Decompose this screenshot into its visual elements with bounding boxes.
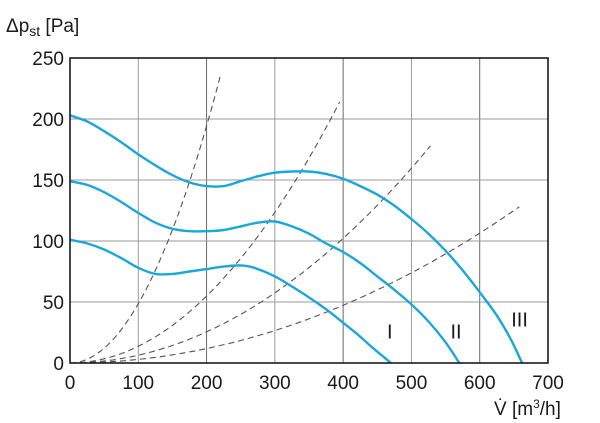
system-curve bbox=[69, 206, 520, 364]
x-axis-label: V̇ [m3/h] bbox=[494, 397, 561, 420]
y-tick-label: 250 bbox=[32, 49, 64, 70]
y-tick-label: 200 bbox=[32, 110, 64, 131]
y-axis-label: Δpst [Pa] bbox=[6, 16, 79, 39]
y-tick-label: 0 bbox=[53, 354, 64, 375]
system-curve bbox=[69, 145, 431, 364]
y-axis-label-main: Δp bbox=[6, 16, 29, 37]
x-tick-labels: 0 100 200 300 400 500 600 700 bbox=[65, 373, 564, 394]
plot-frame bbox=[69, 57, 549, 364]
y-tick-label: 100 bbox=[32, 232, 64, 253]
system-curve bbox=[69, 101, 341, 364]
y-axis-label-sub: st bbox=[29, 23, 40, 39]
x-tick-label: 400 bbox=[327, 373, 359, 394]
curve-label-III: III bbox=[511, 309, 528, 331]
fan-curve-I bbox=[69, 238, 392, 364]
x-axis-label-symbol: V̇ bbox=[494, 399, 507, 420]
x-tick-label: 200 bbox=[191, 373, 223, 394]
x-tick-label: 700 bbox=[532, 373, 564, 394]
system-curve bbox=[69, 76, 221, 364]
x-tick-label: 0 bbox=[65, 373, 76, 394]
y-tick-labels: 0 50 100 150 200 250 bbox=[32, 49, 64, 375]
fan-curve-II bbox=[69, 180, 461, 364]
fan-curve-III bbox=[69, 114, 524, 364]
x-tick-label: 500 bbox=[396, 373, 428, 394]
y-axis-label-unit: [Pa] bbox=[40, 16, 79, 37]
x-tick-label: 600 bbox=[464, 373, 496, 394]
curve-label-I: I bbox=[387, 322, 393, 344]
grid-lines bbox=[69, 57, 549, 364]
x-axis-label-tail: /h] bbox=[540, 399, 561, 420]
x-tick-label: 100 bbox=[122, 373, 154, 394]
x-axis-label-sup: 3 bbox=[533, 397, 540, 411]
x-tick-label: 300 bbox=[259, 373, 291, 394]
fan-curves bbox=[69, 114, 524, 364]
system-curves bbox=[69, 76, 520, 364]
curve-label-II: II bbox=[450, 322, 461, 344]
y-tick-label: 150 bbox=[32, 171, 64, 192]
x-axis-label-unit: [m bbox=[507, 399, 533, 420]
y-tick-label: 50 bbox=[43, 293, 64, 314]
